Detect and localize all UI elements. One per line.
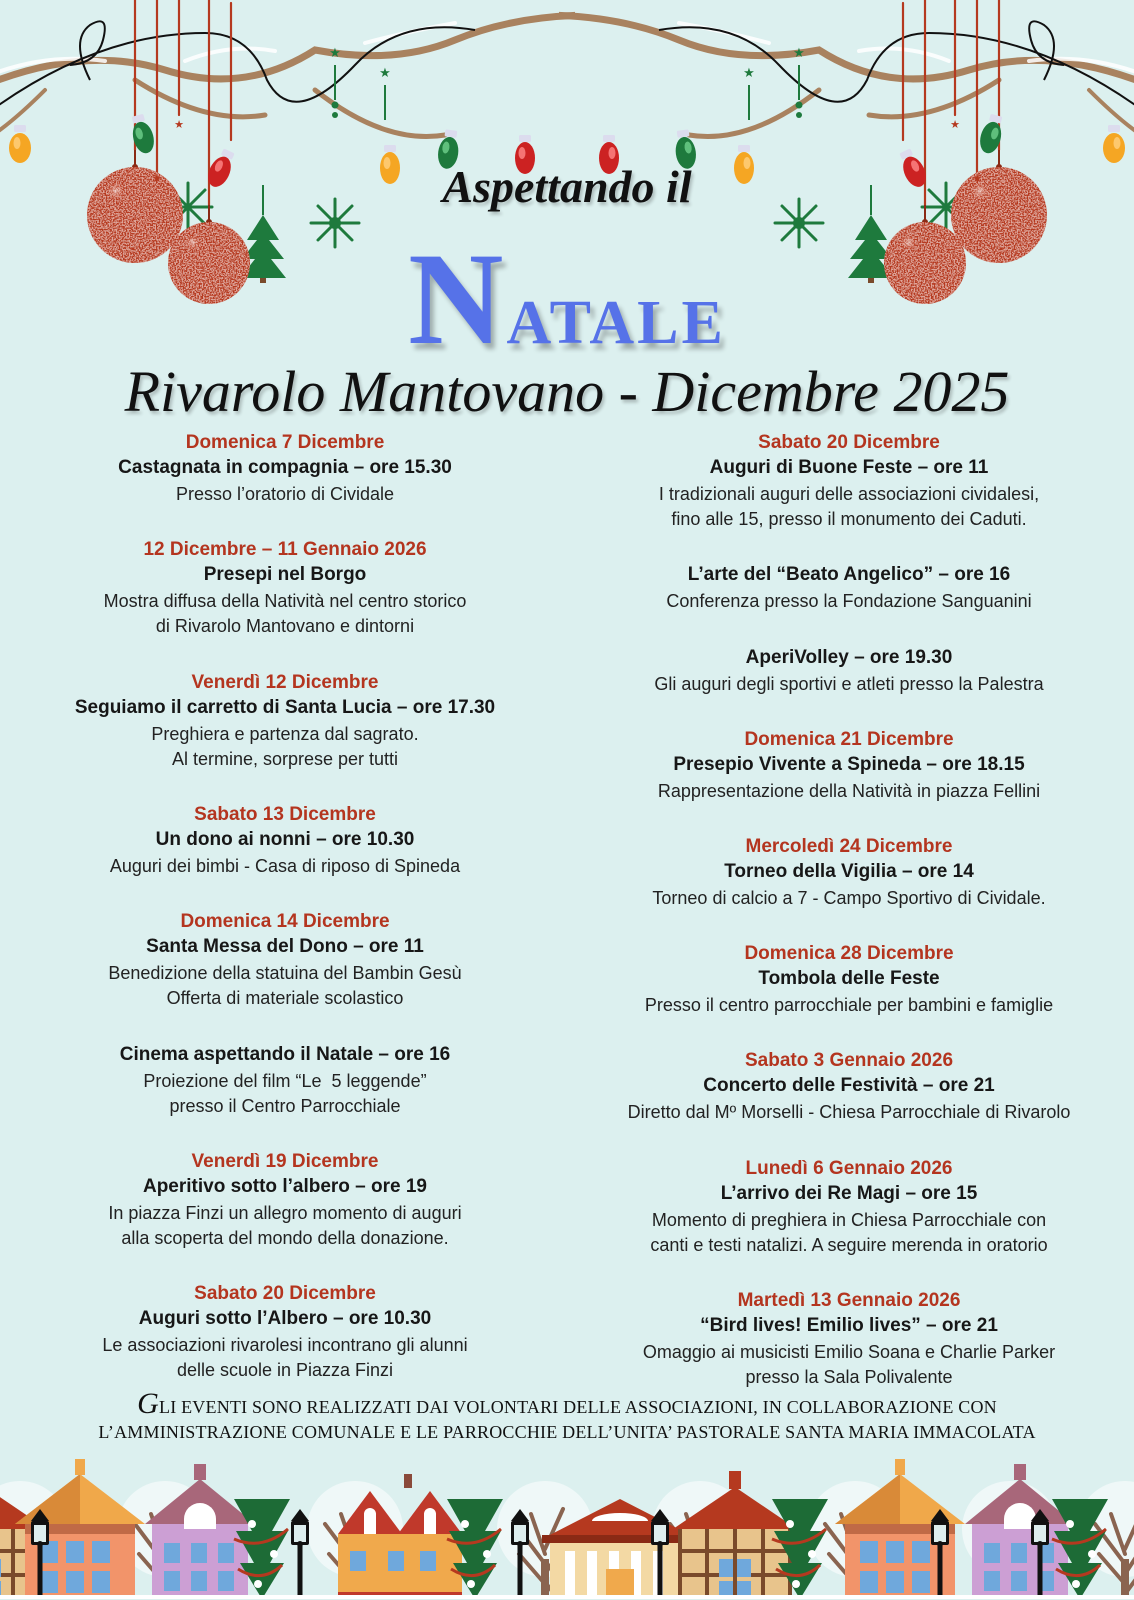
svg-text:★: ★ — [379, 65, 391, 80]
svg-text:★: ★ — [793, 45, 805, 60]
svg-text:★: ★ — [743, 65, 755, 80]
svg-text:★: ★ — [950, 119, 960, 131]
svg-text:★: ★ — [329, 45, 341, 60]
svg-text:★: ★ — [174, 119, 184, 131]
